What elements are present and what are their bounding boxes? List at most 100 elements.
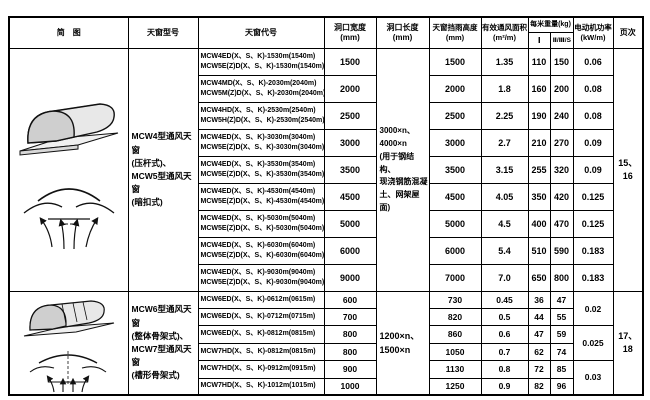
table-row: MCW6型通风天窗 (整体骨架式)、 MCW7型通风天窗 (槽形骨架式) MCW…	[8, 291, 644, 396]
code-cell: MCW4MD(X、S、K)-2030m(2040m) MCW5M(Z)D(X、S、…	[197, 75, 325, 103]
header-model: 天窗型号	[127, 16, 199, 49]
opening-width-cell: 900	[323, 359, 377, 379]
page-line: 17、	[618, 330, 638, 341]
header-motor-power-line1: 电动机功率	[574, 23, 612, 33]
code-line-1: MCW7HD(X、S、K)-1012m(1015m)	[200, 382, 316, 390]
code-cell: MCW6ED(X、S、K)-0712m(0715m)	[197, 308, 325, 326]
weight1-cell: 210	[527, 129, 551, 157]
weight1-cell: 160	[527, 75, 551, 103]
diagram-cell-mcw67	[8, 291, 129, 396]
weight2-cell: 47	[549, 291, 574, 309]
header-rain-shield-height-unit: (mm)	[445, 33, 465, 42]
channel-section-airflow-icon	[29, 351, 107, 393]
table-row: MCW4HD(X、S、K)-2530m(2540m) MCW5H(Z)D(X、S、…	[9, 102, 643, 130]
rain-shield-height-cell: 1250	[428, 377, 482, 396]
header-opening-length-line1: 洞口长度	[386, 22, 419, 32]
header-rain-shield-height: 天窗挡雨高度 (mm)	[428, 16, 482, 49]
header-motor-power-unit: (kW/m)	[580, 33, 606, 42]
code-cell: MCW4ED(X、S、K)-4530m(4540m) MCW5E(Z)D(X、S、…	[197, 183, 325, 211]
weight2-cell: 59	[549, 325, 574, 344]
opening-width-cell: 5000	[323, 210, 377, 238]
rain-shield-height-cell: 2500	[428, 102, 482, 130]
table-row: MCW7HD(X、S、K)-0812m(0815m) 800 1050 0.7 …	[9, 342, 643, 361]
header-weight-sub1: Ⅰ	[537, 36, 541, 45]
code-line-1: MCW6ED(X、S、K)-0612m(0615m)	[200, 295, 316, 303]
code-line-2: MCW5E(Z)D(X、S、K)-1530m(1540m)	[200, 63, 324, 70]
rain-shield-height-cell: 1130	[428, 359, 482, 379]
header-weight-sub2: Ⅱ/Ⅲ/S	[550, 33, 572, 48]
table-row: MCW4型通风天窗 (压杆式)、 MCW5型通风天窗 (暗扣式) MCW4ED(…	[8, 48, 644, 292]
weight1-cell: 47	[527, 325, 551, 344]
opening-length-cell: 1200×n、 1500×n	[375, 291, 430, 396]
model-line: (槽形骨架式)	[131, 370, 180, 381]
rain-shield-height-cell: 6000	[428, 237, 482, 265]
model-line: MCW6型通风天窗	[131, 304, 192, 328]
motor-power-cell: 0.125	[572, 210, 614, 238]
opening-width-cell: 4500	[323, 183, 377, 211]
code-line-2: MCW5E(Z)D(X、S、K)-3030m(3040m)	[200, 144, 324, 151]
code-cell: MCW6ED(X、S、K)-0812m(0815m)	[197, 325, 325, 344]
table-row: MCW7HD(X、S、K)-1012m(1015m) 1000 1250 0.9…	[9, 377, 643, 396]
rain-shield-height-cell: 7000	[428, 264, 482, 292]
rain-shield-height-cell: 1050	[428, 342, 482, 361]
header-opening-length: 洞口长度 (mm)	[375, 16, 430, 49]
vent-area-cell: 4.05	[480, 183, 529, 211]
motor-power-cell: 0.183	[572, 237, 614, 265]
length-line: 3000×n、	[379, 126, 415, 136]
header-weight-per-meter: 每米重量(kg) Ⅰ Ⅱ/Ⅲ/S	[527, 16, 574, 49]
frame-ventilator-isometric-icon	[23, 300, 114, 337]
header-page: 页次	[612, 16, 644, 49]
vent-area-cell: 1.35	[480, 48, 529, 76]
code-line-1: MCW4HD(X、S、K)-2530m(2540m)	[200, 106, 316, 114]
weight2-cell: 96	[549, 377, 574, 396]
code-cell: MCW4HD(X、S、K)-2530m(2540m) MCW5H(Z)D(X、S、…	[197, 102, 325, 130]
header-opening-width-line1: 洞口宽度	[334, 22, 366, 32]
page-line: 16	[622, 171, 633, 181]
opening-width-cell: 700	[323, 308, 377, 326]
table-row: MCW6ED(X、S、K)-0712m(0715m) 700 820 0.5 4…	[9, 308, 643, 326]
code-line-2: MCW5E(Z)D(X、S、K)-5030m(5040m)	[200, 225, 324, 232]
weight1-cell: 62	[527, 342, 551, 361]
weight2-cell: 800	[549, 264, 574, 292]
weight1-cell: 110	[527, 48, 551, 76]
header-rain-shield-height-line1: 天窗挡雨高度	[432, 23, 478, 33]
model-cell-mcw45: MCW4型通风天窗 (压杆式)、 MCW5型通风天窗 (暗扣式)	[127, 48, 199, 292]
vent-area-cell: 5.4	[480, 237, 529, 265]
code-line-1: MCW6ED(X、S、K)-0712m(0715m)	[200, 312, 316, 320]
weight2-cell: 470	[549, 210, 574, 238]
weight1-cell: 72	[527, 359, 551, 379]
table-row: MCW4ED(X、S、K)-3030m(3040m) MCW5E(Z)D(X、S、…	[9, 129, 643, 157]
model-line: MCW7型通风天窗	[131, 344, 192, 368]
code-line-2: MCW5E(Z)D(X、S、K)-9030m(9040m)	[200, 279, 324, 286]
code-cell: MCW4ED(X、S、K)-3530m(3540m) MCW5E(Z)D(X、S、…	[197, 156, 325, 184]
opening-width-cell: 2500	[323, 102, 377, 130]
code-line-1: MCW4ED(X、S、K)-5030m(5040m)	[200, 214, 316, 222]
code-line-1: MCW4ED(X、S、K)-1530m(1540m)	[200, 52, 316, 60]
opening-width-cell: 1500	[323, 48, 377, 76]
code-line-1: MCW6ED(X、S、K)-0812m(0815m)	[200, 330, 316, 338]
model-line: (整体骨架式)、	[131, 330, 189, 341]
table-row: MCW4ED(X、S、K)-9030m(9040m) MCW5E(Z)D(X、S、…	[9, 264, 643, 292]
header-opening-width-unit: (mm)	[340, 33, 360, 42]
length-line: 1500×n	[379, 345, 411, 355]
opening-width-cell: 6000	[323, 237, 377, 265]
length-line: 土、网架屋面)	[379, 190, 420, 212]
weight2-cell: 55	[549, 308, 574, 326]
page-ref-cell: 17、 18	[612, 291, 644, 396]
motor-power-cell: 0.025	[572, 325, 614, 361]
code-line-1: MCW4ED(X、S、K)-9030m(9040m)	[200, 268, 316, 276]
opening-width-cell: 800	[323, 342, 377, 361]
ridge-ventilator-isometric-icon	[19, 103, 118, 156]
length-line: 1200×n、	[379, 330, 420, 341]
motor-power-cell: 0.09	[572, 129, 614, 157]
code-line-1: MCW7HD(X、S、K)-0812m(0815m)	[200, 347, 316, 355]
opening-width-cell: 9000	[323, 264, 377, 292]
code-line-2: MCW5E(Z)D(X、S、K)-4530m(4540m)	[200, 198, 324, 205]
code-line-2: MCW5E(Z)D(X、S、K)-3530m(3540m)	[200, 171, 324, 178]
length-line: (用于钢结构、	[379, 151, 415, 174]
weight1-cell: 510	[527, 237, 551, 265]
rain-shield-height-cell: 730	[428, 291, 482, 309]
motor-power-cell: 0.08	[572, 75, 614, 103]
motor-power-cell: 0.125	[572, 183, 614, 211]
header-vent-area: 有效通风面积 (m²/m)	[480, 16, 529, 49]
